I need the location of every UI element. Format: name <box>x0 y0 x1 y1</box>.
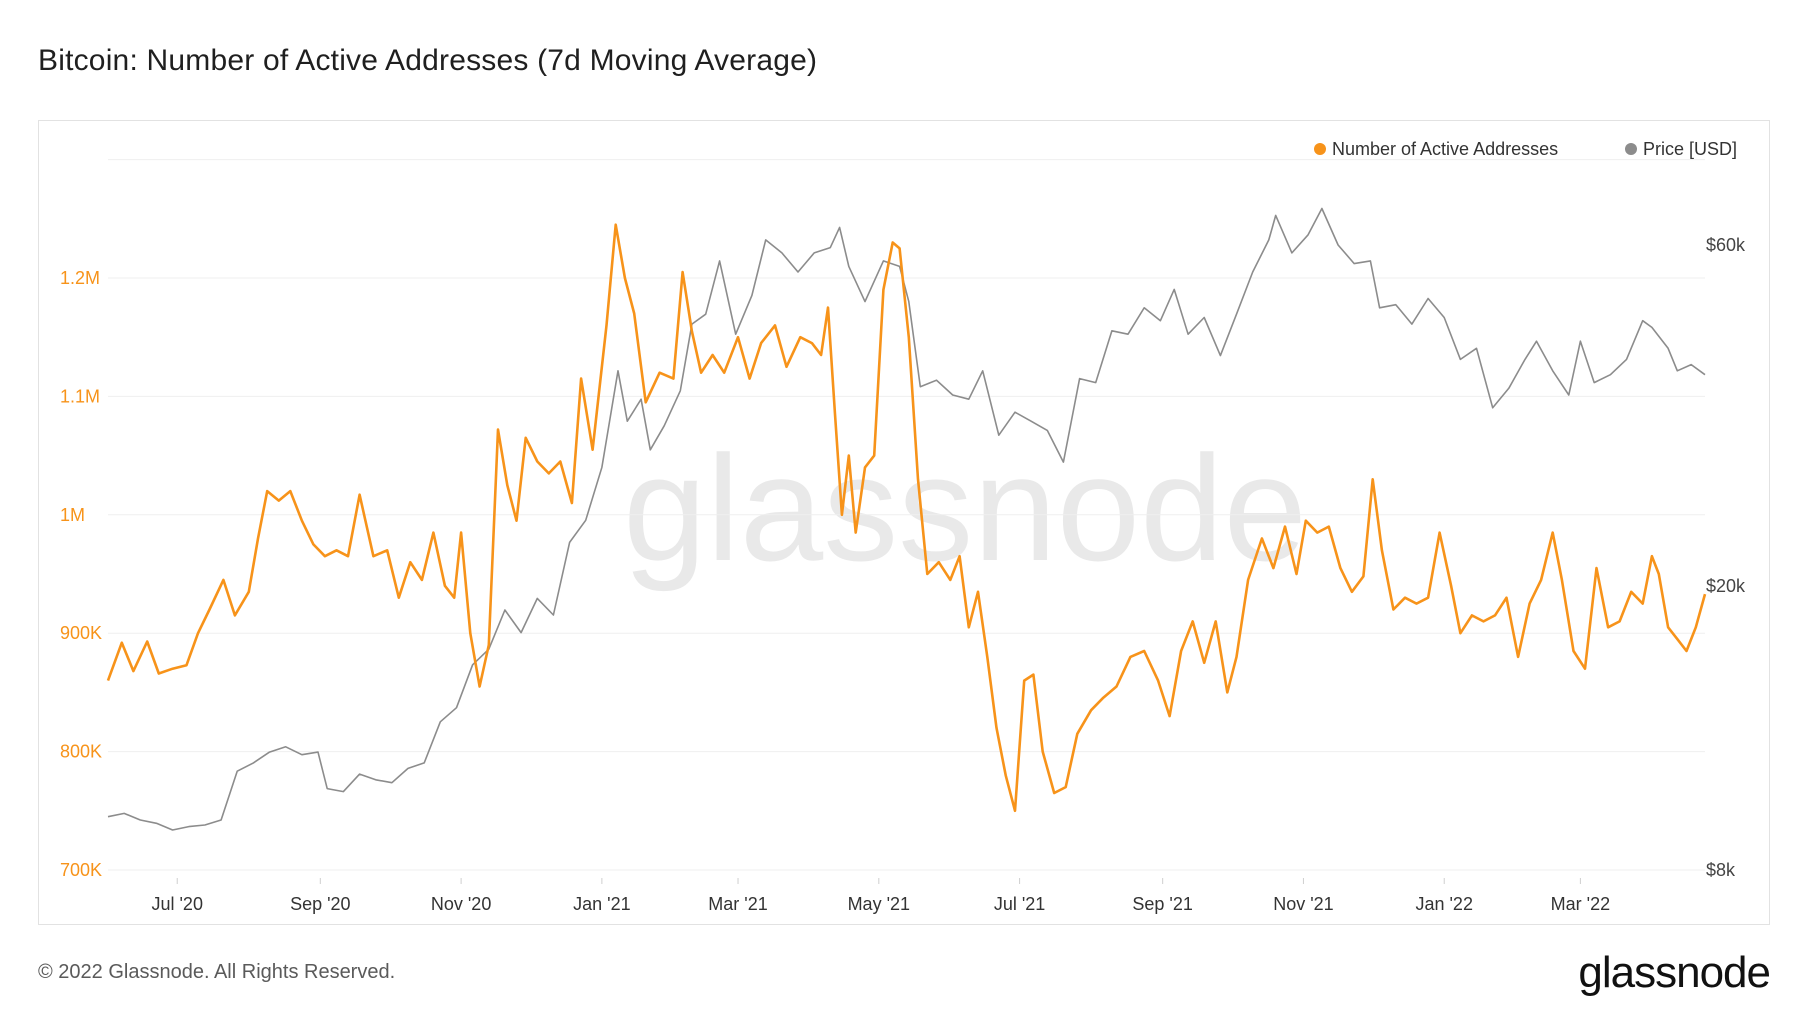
addresses-line <box>106 223 1707 813</box>
x-tick-label: May '21 <box>848 894 910 914</box>
right-axis-ticks: $8k $20k $60k <box>1706 235 1746 880</box>
x-tick-label: Nov '20 <box>431 894 491 914</box>
x-tick-label: Mar '22 <box>1551 894 1610 914</box>
right-tick-label: $60k <box>1706 235 1746 255</box>
watermark: glassnode <box>623 424 1307 592</box>
left-tick-label: 800K <box>60 742 102 762</box>
x-tick-label: Nov '21 <box>1273 894 1333 914</box>
price-series <box>107 207 1706 831</box>
price-line <box>107 207 1706 831</box>
left-tick-label: 1.2M <box>60 268 100 288</box>
x-tick-label: Jan '21 <box>573 894 630 914</box>
legend-price-label: Price [USD] <box>1643 139 1737 159</box>
x-axis-ticks: Jul '20 Sep '20 Nov '20 Jan '21 Mar '21 May '… <box>151 878 1610 914</box>
copyright-footer: © 2022 Glassnode. All Rights Reserved. <box>38 961 396 983</box>
brand-logo: glassnode <box>1578 948 1771 997</box>
x-tick-label: Sep '21 <box>1132 894 1193 914</box>
left-tick-label: 900K <box>60 623 102 643</box>
addresses-series <box>106 223 1707 813</box>
left-tick-label: 1.1M <box>60 386 100 406</box>
left-tick-label: 700K <box>60 860 102 880</box>
legend-addresses-label: Number of Active Addresses <box>1332 139 1558 159</box>
x-tick-label: Sep '20 <box>290 894 351 914</box>
left-tick-label: 1M <box>60 505 85 525</box>
chart-title: Bitcoin: Number of Active Addresses (7d … <box>38 44 818 77</box>
x-tick-label: Mar '21 <box>708 894 767 914</box>
legend-addresses-dot <box>1314 143 1326 155</box>
legend: Number of Active Addresses Price [USD] <box>1314 139 1737 159</box>
x-tick-label: Jul '21 <box>994 894 1045 914</box>
legend-price-dot <box>1625 143 1637 155</box>
left-axis-ticks: 700K 800K 900K 1M 1.1M 1.2M <box>60 268 102 880</box>
chart-frame <box>38 120 1770 925</box>
right-tick-label: $20k <box>1706 576 1746 596</box>
x-tick-label: Jul '20 <box>151 894 202 914</box>
grid <box>108 159 1705 871</box>
right-tick-label: $8k <box>1706 860 1736 880</box>
x-tick-label: Jan '22 <box>1415 894 1472 914</box>
